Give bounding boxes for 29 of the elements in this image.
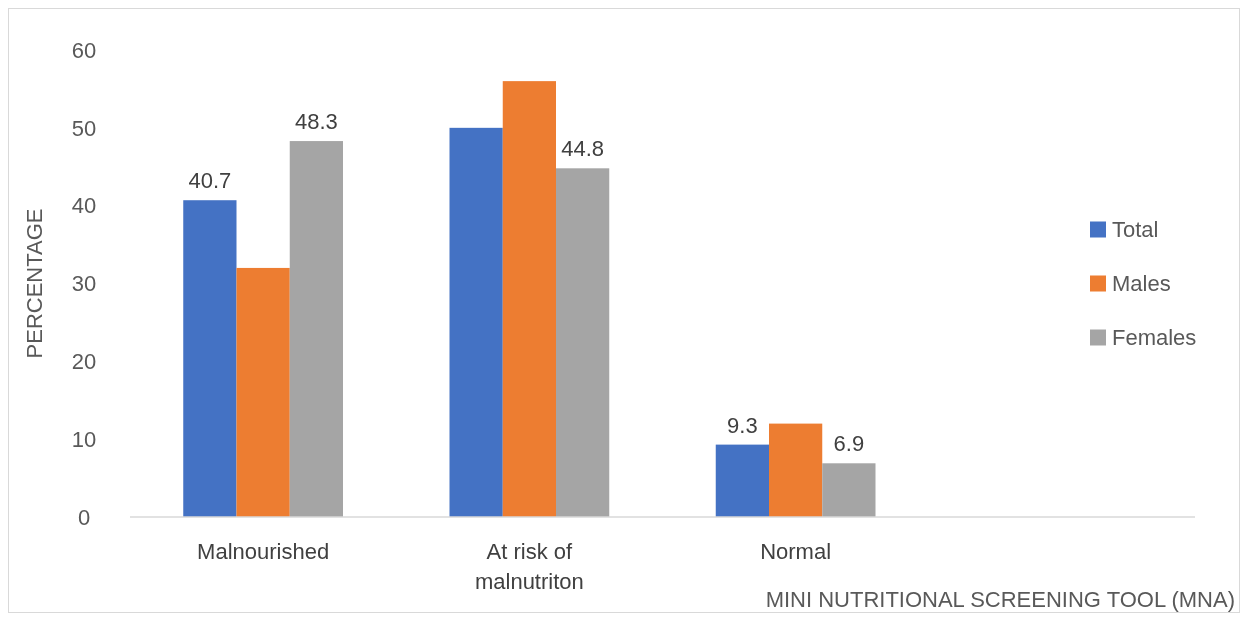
- y-tick-label: 10: [71, 426, 97, 452]
- bar: [769, 423, 823, 517]
- data-label: 6.9: [833, 431, 865, 457]
- x-tick-label: Normal: [760, 539, 832, 564]
- y-tick-label: 0: [77, 504, 91, 530]
- bar: [556, 168, 610, 517]
- y-tick-label: 20: [71, 349, 97, 375]
- bar: [183, 200, 237, 517]
- legend-label: Females: [1112, 325, 1197, 351]
- bar: [822, 463, 876, 517]
- y-tick-label: 40: [71, 193, 97, 219]
- data-label: 9.3: [727, 412, 758, 438]
- y-tick-label: 60: [71, 37, 97, 63]
- bar: [449, 127, 503, 517]
- legend-label: Males: [1112, 271, 1171, 297]
- bar: [236, 267, 290, 517]
- bar: [289, 141, 343, 517]
- bar: [502, 81, 556, 517]
- y-axis-title: PERCENTAGE: [22, 208, 47, 359]
- y-tick-label: 30: [71, 271, 97, 297]
- data-label: 44.8: [561, 136, 605, 162]
- x-axis-title: MINI NUTRITIONAL SCREENING TOOL (MNA): [765, 587, 1235, 612]
- bar: [715, 444, 769, 517]
- data-label: 40.7: [188, 168, 232, 194]
- legend-label: Total: [1112, 217, 1159, 243]
- data-label: 48.3: [294, 109, 338, 135]
- x-tick-label: At risk of malnutriton: [474, 539, 584, 594]
- y-tick-label: 50: [71, 115, 97, 141]
- x-tick-label: Malnourished: [197, 539, 330, 564]
